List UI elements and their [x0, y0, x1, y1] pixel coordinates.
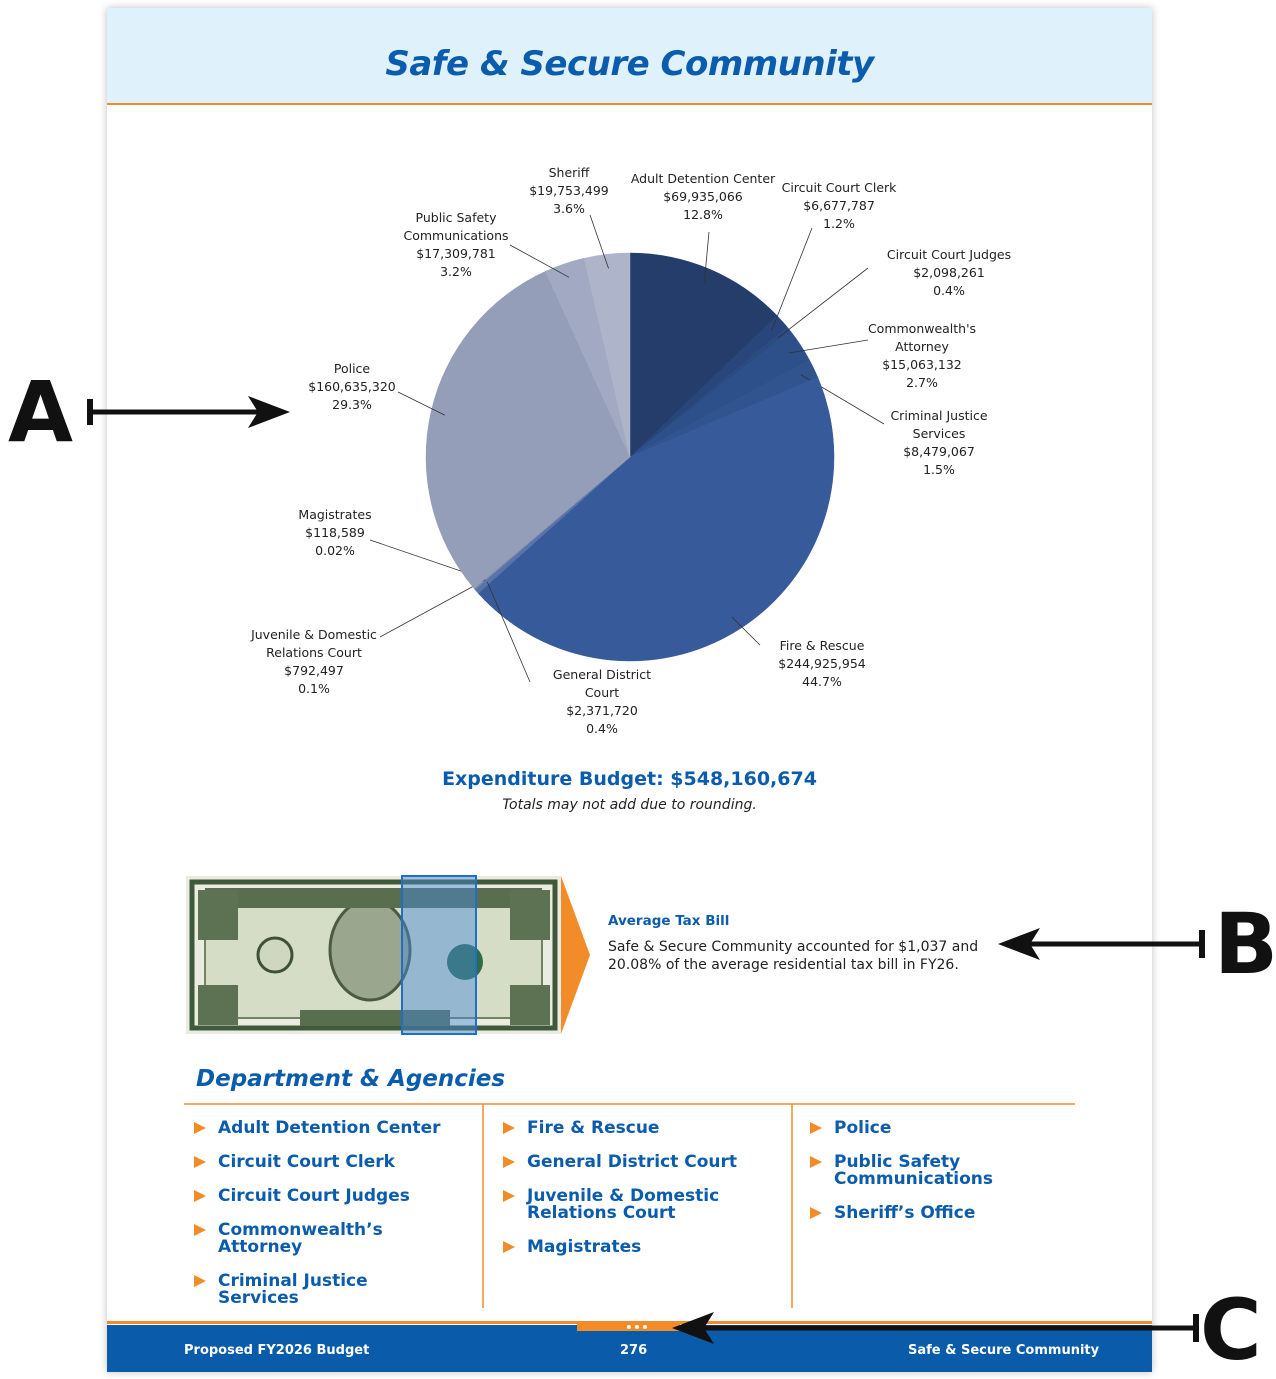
- department-link[interactable]: Circuit Court Judges: [194, 1188, 448, 1205]
- leader-line: [772, 228, 812, 331]
- slice-percent: 0.1%: [244, 680, 384, 698]
- slice-percent: 2.7%: [862, 374, 982, 392]
- slice-percent: 0.4%: [547, 720, 657, 738]
- expenditure-title: Expenditure Budget: $548,160,674: [107, 768, 1152, 790]
- slice-percent: 1.5%: [884, 461, 994, 479]
- pie-label: Juvenile & Domestic Relations Court$792,…: [244, 626, 384, 698]
- department-link[interactable]: Public Safety Communications: [810, 1154, 994, 1188]
- department-link[interactable]: Police: [810, 1120, 1050, 1137]
- dollar-bill: [186, 876, 590, 1034]
- dot: [635, 1325, 639, 1329]
- slice-name: Criminal Justice Services: [884, 407, 994, 443]
- slice-name: General District Court: [547, 666, 657, 702]
- leader-line: [778, 268, 868, 338]
- slice-percent: 3.2%: [396, 263, 516, 281]
- slice-name: Commonwealth's Attorney: [862, 320, 982, 356]
- slice-name: Adult Detention Center: [623, 170, 783, 188]
- department-link[interactable]: General District Court: [503, 1154, 757, 1171]
- slice-name: Magistrates: [285, 506, 385, 524]
- slice-amount: $6,677,787: [774, 197, 904, 215]
- department-link[interactable]: Commonwealth’s Attorney: [194, 1222, 448, 1256]
- slice-amount: $69,935,066: [623, 188, 783, 206]
- dot: [643, 1325, 647, 1329]
- department-link[interactable]: Adult Detention Center: [194, 1120, 448, 1137]
- annotation-label: B: [1214, 902, 1276, 986]
- tax-heading: Average Tax Bill: [608, 913, 729, 929]
- leader-line: [380, 580, 485, 637]
- department-link[interactable]: Magistrates: [503, 1239, 757, 1256]
- tax-text: Safe & Secure Community accounted for $1…: [608, 938, 1008, 974]
- department-link[interactable]: Criminal Justice Services: [194, 1273, 448, 1307]
- document: {"header": {"title": "Safe & Secure Comm…: [0, 0, 1276, 1372]
- slice-name: Sheriff: [519, 164, 619, 182]
- annotation-label: A: [8, 370, 73, 454]
- slice-percent: 1.2%: [774, 215, 904, 233]
- dot: [627, 1325, 631, 1329]
- department-list: Fire & Rescue General District Court Juven…: [503, 1120, 763, 1273]
- page-number: 276: [620, 1343, 647, 1358]
- slice-amount: $15,063,132: [862, 356, 982, 374]
- slice-amount: $2,371,720: [547, 702, 657, 720]
- slice-name: Circuit Court Judges: [879, 246, 1019, 264]
- slice-name: Fire & Rescue: [767, 637, 877, 655]
- department-link[interactable]: Fire & Rescue: [503, 1120, 757, 1137]
- leader-line: [510, 245, 569, 277]
- department-link[interactable]: Sheriff’s Office: [810, 1205, 1050, 1222]
- slice-amount: $19,753,499: [519, 182, 619, 200]
- footer-left: Proposed FY2026 Budget: [184, 1343, 369, 1358]
- slice-amount: $160,635,320: [297, 378, 407, 396]
- slice-percent: 0.02%: [285, 542, 385, 560]
- slice-name: Circuit Court Clerk: [774, 179, 904, 197]
- slice-percent: 0.4%: [879, 282, 1019, 300]
- slice-percent: 3.6%: [519, 200, 619, 218]
- departments-heading: Department & Agencies: [196, 1066, 505, 1092]
- slice-amount: $2,098,261: [879, 264, 1019, 282]
- slice-percent: 44.7%: [767, 673, 877, 691]
- slice-name: Police: [297, 360, 407, 378]
- slice-amount: $118,589: [285, 524, 385, 542]
- department-list: Adult Detention Center Circuit Court Cler…: [194, 1120, 464, 1324]
- expenditure-note: Totals may not add due to rounding.: [107, 797, 1152, 813]
- slice-name: Juvenile & Domestic Relations Court: [244, 626, 384, 662]
- department-list: Police Public Safety Communications Sherif…: [810, 1120, 1050, 1239]
- slice-amount: $792,497: [244, 662, 384, 680]
- department-link[interactable]: Circuit Court Clerk: [194, 1154, 448, 1171]
- slice-name: Public Safety Communications: [396, 209, 516, 245]
- slice-amount: $8,479,067: [884, 443, 994, 461]
- slice-amount: $17,309,781: [396, 245, 516, 263]
- annotation-label: C: [1200, 1288, 1262, 1372]
- slice-amount: $244,925,954: [767, 655, 877, 673]
- footer-right: Safe & Secure Community: [908, 1343, 1099, 1358]
- slice-percent: 29.3%: [297, 396, 407, 414]
- slice-percent: 12.8%: [623, 206, 783, 224]
- department-link[interactable]: Juvenile & Domestic Relations Court: [503, 1188, 757, 1222]
